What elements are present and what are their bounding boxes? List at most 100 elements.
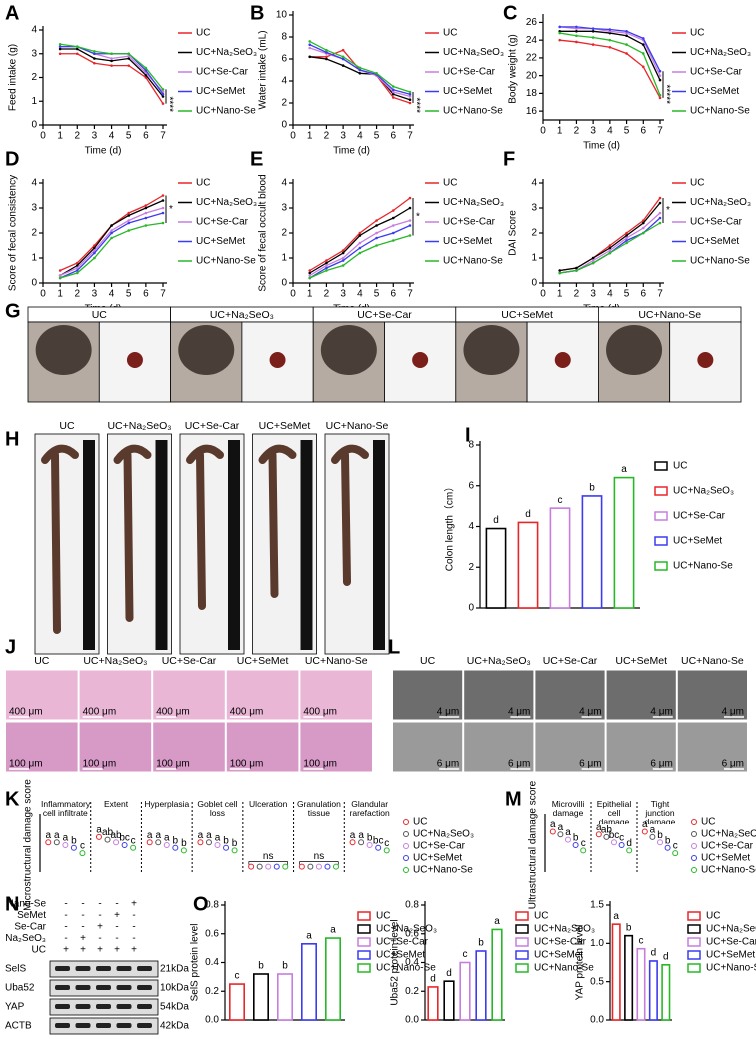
bar <box>648 960 658 1021</box>
tissue <box>697 352 714 368</box>
group-label-box: Tight junction damage <box>644 800 676 824</box>
legend-swatch <box>654 486 668 496</box>
treatment-sign: - <box>98 910 101 921</box>
dot <box>324 863 331 870</box>
micrograph <box>676 721 748 773</box>
significance-letter: ab <box>111 830 123 841</box>
legend-label: UC+Na₂SeO₃ <box>413 829 474 840</box>
group-label-box: Granulation tissue <box>297 800 341 818</box>
ruler <box>300 440 313 650</box>
y-tick-label: 2 <box>281 98 287 109</box>
x-tick-label: 3 <box>590 126 596 137</box>
y-tick-label: 8 <box>281 32 287 43</box>
legend-label: UC+Se-Car <box>196 67 249 78</box>
y-tick-label: 1 <box>281 253 287 264</box>
y-tick-label: 0.2 <box>205 986 219 997</box>
legend-swatch <box>687 950 701 960</box>
legend-label: UC <box>443 28 457 39</box>
micrograph <box>5 721 79 773</box>
tissue <box>554 352 571 368</box>
micrograph <box>463 721 535 773</box>
dot <box>349 839 356 846</box>
x-tick-label: 2 <box>324 131 330 142</box>
significance-letter: a <box>613 911 619 922</box>
micrograph <box>299 721 373 773</box>
treatment-sign: - <box>81 910 84 921</box>
photo-label: UC <box>34 655 50 667</box>
panel-letter: G <box>5 300 21 322</box>
y-axis-label: Ultrastructural damage score <box>528 780 539 909</box>
significance-letter: c <box>619 833 624 844</box>
x-tick-label: 1 <box>57 131 63 142</box>
legend-label: UC <box>376 911 390 922</box>
band-label: SelS <box>5 964 26 975</box>
scale-label: 4 μm <box>508 707 530 718</box>
panel-letter: J <box>5 636 16 658</box>
series-line <box>59 222 164 279</box>
legend-swatch <box>687 924 701 934</box>
significance-letter: a <box>215 833 221 844</box>
dot <box>626 847 633 854</box>
band <box>96 985 111 990</box>
dot <box>121 842 128 848</box>
y-tick-label: 3 <box>281 203 287 214</box>
photo-label: UC+Nano-Se <box>326 420 389 432</box>
band <box>75 1004 91 1009</box>
significance: * <box>416 211 420 222</box>
group-label-box: Microvilli damage <box>552 800 585 818</box>
panel-letter: L <box>388 636 400 658</box>
series-line <box>309 234 411 279</box>
ruler <box>155 440 168 650</box>
legend-label: UC+Se-Car <box>413 841 466 852</box>
series-line <box>559 197 661 272</box>
bar <box>485 527 507 609</box>
legend-label: UC+Na₂SeO₃ <box>690 197 751 208</box>
bar <box>443 980 455 1021</box>
x-tick-label: 7 <box>160 131 166 142</box>
photo-label: UC+SeMet <box>237 655 289 667</box>
band <box>55 966 70 971</box>
significance-letter: a <box>558 822 564 833</box>
y-tick-label: 0.2 <box>405 986 419 997</box>
dot <box>95 833 102 840</box>
y-tick-label: 6 <box>468 480 474 491</box>
significance-letter: c <box>463 949 468 960</box>
treatment-sign: - <box>132 910 135 921</box>
y-tick-label: 2 <box>531 228 537 239</box>
dot <box>180 847 187 854</box>
legend-label: UC+Na₂SeO₃ <box>196 197 257 208</box>
bracket <box>248 861 288 865</box>
treatment-label: Na₂SeO₃ <box>5 933 46 944</box>
y-tick-label: 3 <box>31 203 37 214</box>
band <box>137 1023 152 1028</box>
y-tick-label: 4 <box>531 178 537 189</box>
x-tick-label: 5 <box>374 131 380 142</box>
x-tick-label: 6 <box>641 289 647 300</box>
group-label: Goblet cell loss <box>197 800 238 818</box>
legend-swatch <box>654 461 668 471</box>
panel-letter: C <box>503 2 517 24</box>
group-label-box: Extent <box>104 800 128 809</box>
group-label-box: Glandular rarefaction <box>350 800 390 818</box>
x-tick-label: 5 <box>126 289 132 300</box>
y-tick-label: 2 <box>31 72 37 83</box>
significance-letter: a <box>63 833 69 844</box>
significance-letter: c <box>581 838 586 849</box>
y-axis-label: DAI Score <box>508 210 519 256</box>
series-line <box>60 43 164 90</box>
significance-letter: a <box>642 819 648 830</box>
panel-letter: M <box>505 788 522 810</box>
group-label: Tight junction damage <box>644 800 676 824</box>
series-line <box>60 53 164 104</box>
dot <box>70 844 77 851</box>
micrograph <box>534 721 606 773</box>
x-tick-label: 3 <box>340 131 346 142</box>
y-tick-label: 0 <box>281 120 287 131</box>
treatment-sign: - <box>115 899 118 910</box>
group-label-box: Hyperplasia <box>144 800 189 809</box>
y-tick-label: 1 <box>31 253 37 264</box>
legend-label: UC <box>690 178 704 189</box>
dot <box>315 863 322 870</box>
x-tick-label: 7 <box>160 289 166 300</box>
significance: ns <box>314 851 325 862</box>
